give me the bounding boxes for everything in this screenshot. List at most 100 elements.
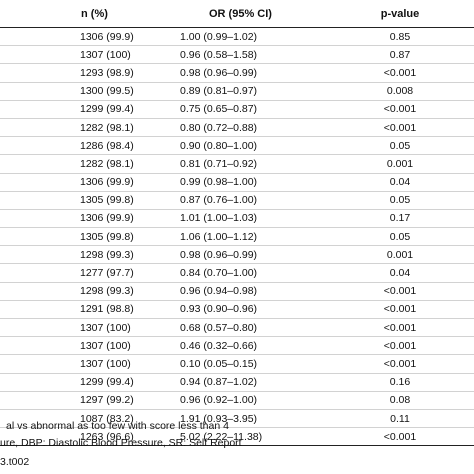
table-row: 1299 (99.4) 0.94 (0.87–1.02) 0.16	[0, 373, 474, 392]
cell-p-value: 0.08	[326, 391, 474, 410]
table-body: 1306 (99.9) 1.00 (0.99–1.02) 0.85 1307 (100…	[0, 27, 474, 447]
header-n: n (%)	[0, 0, 168, 28]
cell-p-value: <0.001	[326, 336, 474, 356]
cell-p-value: <0.001	[326, 282, 474, 301]
table-row: 1293 (98.9) 0.98 (0.96–0.99) <0.001	[0, 63, 474, 83]
cell-or: 0.89 (0.81–0.97)	[168, 82, 326, 101]
header-p-value: p-value	[326, 0, 474, 28]
cell-n: 1299 (99.4)	[0, 373, 168, 392]
cell-or: 1.91 (0.93–3.95)	[168, 409, 326, 429]
cell-or: 0.84 (0.70–1.00)	[168, 263, 326, 283]
cell-n: 1307 (100)	[0, 354, 168, 374]
cell-p-value: 0.001	[326, 154, 474, 174]
table-row: 1286 (98.4) 0.90 (0.80–1.00) 0.05	[0, 136, 474, 156]
cell-n: 1306 (99.9)	[0, 209, 168, 229]
cell-n: 1298 (99.3)	[0, 245, 168, 265]
table-row: 1306 (99.9) 1.00 (0.99–1.02) 0.85	[0, 27, 474, 47]
cell-p-value: <0.001	[326, 63, 474, 83]
cell-or: 0.10 (0.05–0.15)	[168, 354, 326, 374]
table-row: 1305 (99.8) 1.06 (1.00–1.12) 0.05	[0, 227, 474, 247]
header-or: OR (95% CI)	[168, 0, 326, 28]
table-id: 3.t002	[0, 456, 30, 468]
cell-n: 1300 (99.5)	[0, 82, 168, 101]
table-row: 1307 (100) 0.68 (0.57–0.80) <0.001	[0, 318, 474, 338]
table-row: 1291 (98.8) 0.93 (0.90–0.96) <0.001	[0, 300, 474, 320]
cell-n: 1299 (99.4)	[0, 100, 168, 119]
cell-n: 1286 (98.4)	[0, 136, 168, 156]
cell-p-value: 0.87	[326, 45, 474, 65]
header-row: n (%) OR (95% CI) p-value	[0, 0, 474, 28]
table-row: 1087 (83.2) 1.91 (0.93–3.95) 0.11	[0, 409, 474, 429]
footnotes: al vs abnormal as too few with score les…	[0, 418, 474, 471]
cell-or: 0.94 (0.87–1.02)	[168, 373, 326, 392]
cell-n: 1307 (100)	[0, 318, 168, 338]
table-row: 1299 (99.4) 0.75 (0.65–0.87) <0.001	[0, 100, 474, 119]
footnote-line-2: ure, DBP: Diastolic Blood Pressure, SR: …	[0, 437, 242, 449]
table-row: 1282 (98.1) 0.80 (0.72–0.88) <0.001	[0, 118, 474, 138]
cell-or: 0.80 (0.72–0.88)	[168, 118, 326, 138]
cell-p-value: 0.05	[326, 191, 474, 210]
cell-or: 0.46 (0.32–0.66)	[168, 336, 326, 356]
cell-p-value: <0.001	[326, 354, 474, 374]
cell-p-value: 0.05	[326, 136, 474, 156]
cell-or: 0.98 (0.96–0.99)	[168, 245, 326, 265]
cell-p-value: 0.001	[326, 245, 474, 265]
cell-n: 1263 (96.6)	[0, 427, 168, 447]
cell-p-value: 0.05	[326, 227, 474, 247]
table-row: 1263 (96.6) 5.02 (2.22–11.38) <0.001	[0, 427, 474, 447]
cell-n: 1282 (98.1)	[0, 154, 168, 174]
cell-or: 0.96 (0.92–1.00)	[168, 391, 326, 410]
table-row: 1306 (99.9) 1.01 (1.00–1.03) 0.17	[0, 209, 474, 229]
cell-n: 1087 (83.2)	[0, 409, 168, 429]
cell-or: 0.96 (0.58–1.58)	[168, 45, 326, 65]
cell-p-value: <0.001	[326, 118, 474, 138]
cell-or: 0.98 (0.96–0.99)	[168, 63, 326, 83]
results-table: n (%) OR (95% CI) p-value 1306 (99.9) 1.0…	[0, 0, 474, 447]
cell-n: 1282 (98.1)	[0, 118, 168, 138]
table-row: 1298 (99.3) 0.96 (0.94–0.98) <0.001	[0, 282, 474, 301]
table-row: 1297 (99.2) 0.96 (0.92–1.00) 0.08	[0, 391, 474, 410]
footnote-line-1: al vs abnormal as too few with score les…	[6, 420, 229, 432]
table-row: 1307 (100) 0.96 (0.58–1.58) 0.87	[0, 45, 474, 65]
table-row: 1307 (100) 0.46 (0.32–0.66) <0.001	[0, 336, 474, 356]
cell-n: 1291 (98.8)	[0, 300, 168, 320]
table-row: 1306 (99.9) 0.99 (0.98–1.00) 0.04	[0, 173, 474, 192]
cell-p-value: 0.11	[326, 409, 474, 429]
table-row: 1277 (97.7) 0.84 (0.70–1.00) 0.04	[0, 263, 474, 283]
cell-or: 1.01 (1.00–1.03)	[168, 209, 326, 229]
cell-or: 0.81 (0.71–0.92)	[168, 154, 326, 174]
cell-or: 0.87 (0.76–1.00)	[168, 191, 326, 210]
cell-or: 5.02 (2.22–11.38)	[168, 427, 326, 447]
cell-p-value: <0.001	[326, 300, 474, 320]
cell-or: 1.06 (1.00–1.12)	[168, 227, 326, 247]
cell-p-value: 0.04	[326, 173, 474, 192]
cell-or: 0.68 (0.57–0.80)	[168, 318, 326, 338]
cell-n: 1293 (98.9)	[0, 63, 168, 83]
cell-or: 0.96 (0.94–0.98)	[168, 282, 326, 301]
table-row: 1282 (98.1) 0.81 (0.71–0.92) 0.001	[0, 154, 474, 174]
cell-p-value: 0.85	[326, 27, 474, 47]
cell-p-value: <0.001	[326, 318, 474, 338]
cell-p-value: 0.04	[326, 263, 474, 283]
cell-n: 1298 (99.3)	[0, 282, 168, 301]
cell-n: 1306 (99.9)	[0, 173, 168, 192]
cell-p-value: 0.16	[326, 373, 474, 392]
cell-n: 1306 (99.9)	[0, 27, 168, 47]
cell-or: 0.75 (0.65–0.87)	[168, 100, 326, 119]
cell-n: 1305 (99.8)	[0, 191, 168, 210]
table-row: 1300 (99.5) 0.89 (0.81–0.97) 0.008	[0, 82, 474, 101]
cell-n: 1277 (97.7)	[0, 263, 168, 283]
cell-or: 0.90 (0.80–1.00)	[168, 136, 326, 156]
cell-p-value: 0.17	[326, 209, 474, 229]
cell-or: 0.99 (0.98–1.00)	[168, 173, 326, 192]
table-row: 1307 (100) 0.10 (0.05–0.15) <0.001	[0, 354, 474, 374]
cell-n: 1307 (100)	[0, 45, 168, 65]
cell-n: 1307 (100)	[0, 336, 168, 356]
table-row: 1305 (99.8) 0.87 (0.76–1.00) 0.05	[0, 191, 474, 210]
table-row: 1298 (99.3) 0.98 (0.96–0.99) 0.001	[0, 245, 474, 265]
cell-n: 1297 (99.2)	[0, 391, 168, 410]
cell-p-value: <0.001	[326, 100, 474, 119]
cell-or: 0.93 (0.90–0.96)	[168, 300, 326, 320]
cell-p-value: 0.008	[326, 82, 474, 101]
